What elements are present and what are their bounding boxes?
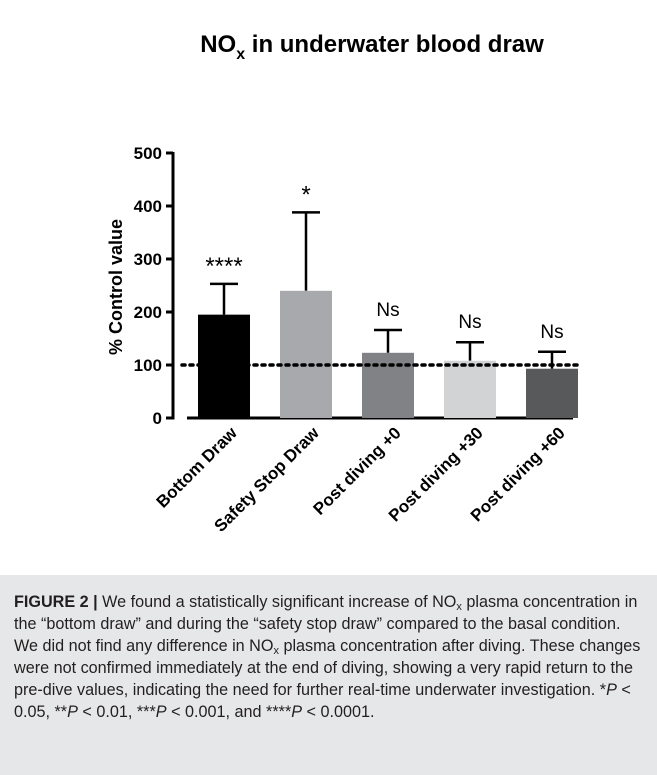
significance-label-4: Ns	[540, 322, 563, 343]
y-tick-label-4: 400	[134, 197, 162, 216]
bar-2	[362, 352, 414, 418]
significance-label-1: *	[301, 181, 310, 208]
caption-text-2: plasma concentration in the “bottom draw…	[14, 593, 638, 655]
caption-p-3: P	[155, 703, 167, 721]
y-tick-label-5: 500	[134, 144, 162, 163]
bar-1	[280, 290, 332, 418]
chart-title-subscript: x	[236, 46, 245, 63]
x-tick-label-0: Bottom Draw	[153, 423, 242, 512]
bar-4	[526, 368, 578, 418]
significance-label-3: Ns	[458, 312, 481, 333]
caption-box: FIGURE 2 | We found a statistically sign…	[0, 575, 657, 775]
y-axis-label: % Control value	[106, 219, 126, 355]
caption-figure-label: FIGURE 2 |	[14, 593, 98, 611]
caption-subscript-2: x	[273, 645, 279, 657]
caption-threshold-3: < 0.001, and ****	[166, 703, 292, 721]
caption-text-1: We found a statistically significant inc…	[97, 593, 457, 611]
chart-title: NOx in underwater blood draw	[200, 31, 544, 63]
y-tick-label-2: 200	[134, 303, 162, 322]
caption-text-3: plasma concentration after diving. These…	[14, 637, 641, 699]
chart-title-main: NO	[200, 31, 236, 58]
x-tick-label-2: Post diving +0	[310, 423, 405, 518]
caption-threshold-1: < 0.05, **	[14, 681, 631, 721]
caption-p-1: P	[606, 681, 617, 699]
caption-threshold-2: < 0.01, ***	[77, 703, 156, 721]
chart-title-rest: in underwater blood draw	[245, 31, 544, 58]
caption-stars-1: *	[599, 681, 607, 699]
bar-chart: NOx in underwater blood draw % Control v…	[106, 31, 580, 536]
y-tick-label-3: 300	[134, 250, 162, 269]
caption-subscript-1: x	[456, 601, 462, 613]
significance-label-2: Ns	[376, 300, 399, 321]
significance-label-0: ****	[205, 253, 242, 280]
figure-caption: FIGURE 2 | We found a statistically sign…	[14, 591, 648, 723]
y-tick-label-0: 0	[153, 409, 162, 428]
y-tick-label-1: 100	[134, 356, 162, 375]
bar-3	[444, 360, 496, 418]
caption-p-2: P	[67, 703, 78, 721]
caption-threshold-4: < 0.0001.	[302, 703, 375, 721]
caption-p-4: P	[291, 703, 303, 721]
